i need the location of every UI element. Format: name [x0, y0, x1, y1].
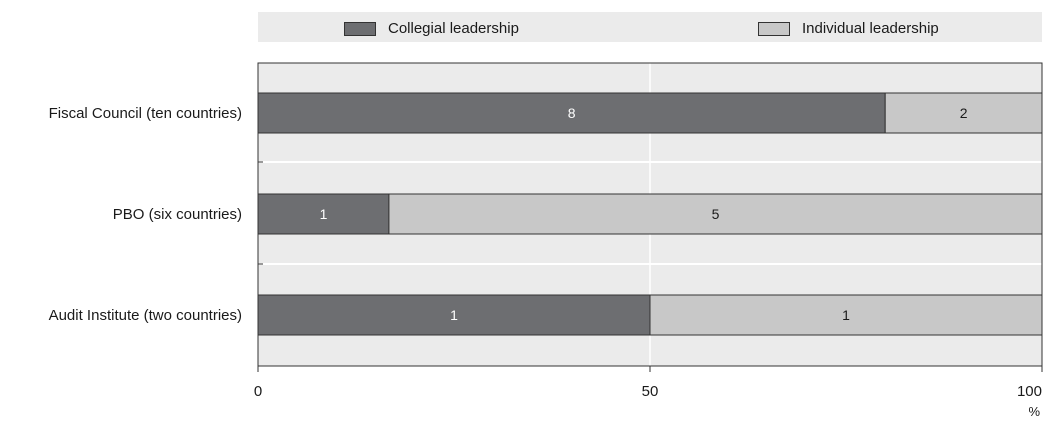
legend: Collegial leadership Individual leadersh…	[258, 12, 1042, 42]
x-tick-label: 100	[1017, 383, 1042, 400]
bar-data-label: 8	[568, 105, 576, 121]
x-unit-label: %	[1028, 404, 1040, 418]
legend-label-individual: Individual leadership	[802, 20, 939, 37]
bar-segment	[649, 294, 1043, 336]
bar-data-label: 1	[842, 307, 850, 323]
legend-swatch-individual	[758, 21, 790, 36]
bar-data-label: 1	[450, 307, 458, 323]
bar-segment	[884, 92, 1043, 134]
legend-item-individual: Individual leadership	[758, 20, 939, 37]
legend-item-collegial: Collegial leadership	[344, 20, 519, 37]
legend-label-collegial: Collegial leadership	[388, 20, 519, 37]
y-category-label: PBO (six countries)	[113, 206, 242, 223]
bar-data-label: 2	[960, 105, 968, 121]
y-category-label: Audit Institute (two countries)	[49, 307, 242, 324]
y-category-label: Fiscal Council (ten countries)	[49, 105, 242, 122]
x-tick-label: 50	[642, 383, 659, 400]
x-tick-label: 0	[254, 383, 262, 400]
bar-data-label: 1	[320, 206, 328, 222]
legend-swatch-collegial	[344, 21, 376, 36]
bar-data-label: 5	[712, 206, 720, 222]
